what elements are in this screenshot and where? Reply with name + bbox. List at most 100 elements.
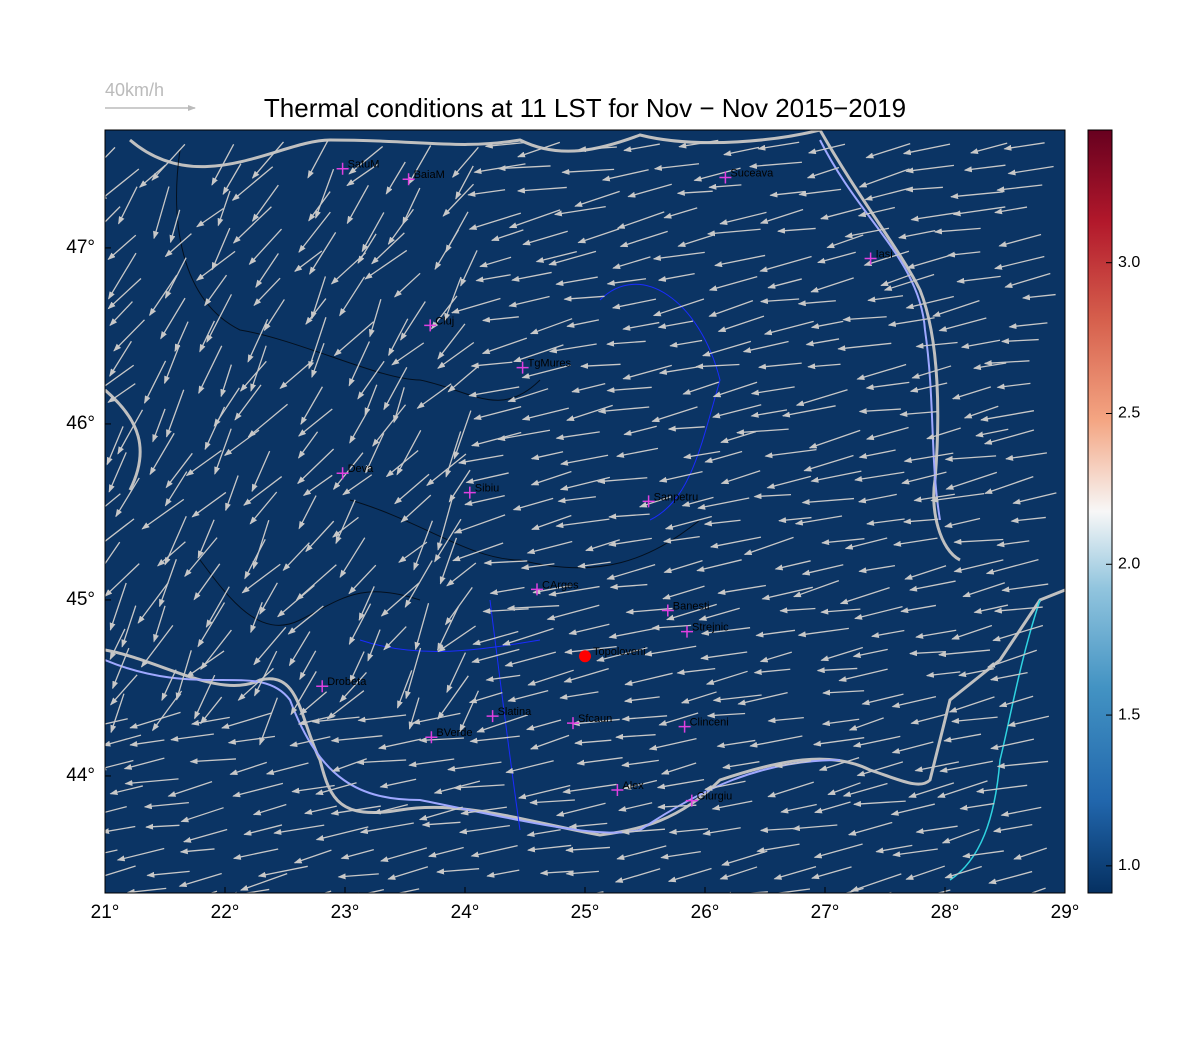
wind-arrow bbox=[761, 586, 813, 601]
wind-arrow bbox=[774, 560, 811, 571]
wind-arrow bbox=[821, 718, 860, 727]
wind-arrow bbox=[282, 542, 310, 572]
wind-arrow bbox=[870, 629, 905, 639]
wind-arrow bbox=[453, 514, 506, 534]
station-marker bbox=[567, 717, 579, 730]
wind-arrow bbox=[983, 360, 1030, 367]
wind-arrow bbox=[123, 757, 165, 770]
wind-arrow bbox=[667, 867, 712, 883]
wind-arrow bbox=[708, 275, 758, 292]
wind-arrow bbox=[315, 826, 369, 841]
wind-arrow bbox=[706, 712, 746, 719]
wind-arrow bbox=[560, 454, 609, 466]
wind-arrow bbox=[357, 360, 385, 400]
wind-arrow bbox=[231, 166, 274, 201]
wind-arrow bbox=[115, 477, 140, 518]
wind-arrow bbox=[396, 429, 422, 476]
wind-arrow bbox=[616, 211, 665, 229]
wind-arrow bbox=[126, 887, 167, 893]
station-label: Cluj bbox=[435, 315, 454, 327]
map-features bbox=[105, 130, 1065, 893]
wind-arrow bbox=[182, 828, 228, 843]
river bbox=[359, 283, 721, 831]
wind-arrow bbox=[657, 803, 697, 810]
wind-arrow bbox=[990, 738, 1035, 750]
wind-arrow bbox=[109, 340, 132, 377]
wind-arrow bbox=[914, 761, 960, 773]
wind-arrow bbox=[766, 475, 812, 489]
wind-arrow bbox=[160, 297, 186, 340]
wind-arrow bbox=[709, 536, 762, 549]
wind-arrow bbox=[608, 627, 658, 639]
wind-arrow bbox=[697, 497, 750, 510]
station-label: Strejnic bbox=[692, 622, 729, 634]
wind-arrow bbox=[437, 341, 475, 369]
wind-arrow bbox=[118, 186, 138, 225]
wind-arrow bbox=[704, 450, 743, 463]
wind-arrow bbox=[1005, 452, 1048, 461]
wind-arrow bbox=[759, 298, 800, 305]
wind-arrow bbox=[950, 191, 1004, 200]
wind-arrow bbox=[437, 606, 460, 652]
wind-arrow bbox=[944, 865, 982, 879]
wind-arrow bbox=[308, 317, 327, 370]
wind-arrow bbox=[508, 295, 550, 308]
wind-arrow bbox=[750, 409, 788, 418]
wind-arrow bbox=[408, 758, 455, 768]
y-tick-label: 47° bbox=[66, 237, 95, 258]
wind-arrow bbox=[1000, 338, 1039, 345]
wind-arrow bbox=[555, 518, 610, 529]
wind-arrow bbox=[387, 208, 414, 245]
wind-arrow bbox=[900, 604, 937, 614]
wind-arrow bbox=[184, 537, 218, 578]
wind-arrow bbox=[185, 650, 225, 678]
station-marker bbox=[864, 252, 877, 265]
station-marker bbox=[661, 604, 674, 617]
wind-arrow bbox=[250, 602, 263, 634]
wind-arrow bbox=[146, 870, 190, 878]
wind-arrow bbox=[779, 607, 816, 614]
wind-arrow bbox=[105, 718, 128, 725]
station-marker bbox=[685, 794, 698, 807]
wind-arrow bbox=[529, 734, 570, 750]
wind-arrow bbox=[348, 564, 377, 595]
wind-arrow bbox=[468, 212, 522, 230]
wind-arrow bbox=[719, 866, 758, 880]
wind-arrow bbox=[614, 868, 661, 883]
wind-arrow bbox=[780, 803, 817, 814]
wind-arrow bbox=[295, 564, 337, 601]
wind-arrow bbox=[143, 360, 167, 404]
wind-arrow bbox=[330, 805, 381, 816]
wind-arrow bbox=[196, 207, 224, 228]
wind-arrow bbox=[450, 297, 501, 314]
wind-arrow bbox=[565, 846, 610, 853]
wind-arrow bbox=[677, 234, 714, 247]
wind-arrow bbox=[298, 431, 319, 459]
wind-arrow bbox=[564, 645, 617, 655]
wind-arrow bbox=[652, 251, 705, 261]
wind-arrow bbox=[577, 561, 611, 569]
border bbox=[105, 588, 1065, 837]
wind-arrow bbox=[577, 146, 617, 153]
wind-arrow bbox=[897, 229, 936, 240]
wind-arrow bbox=[497, 429, 551, 442]
wind-arrow bbox=[164, 471, 188, 507]
wind-arrow bbox=[211, 227, 231, 271]
wind-arrow bbox=[149, 432, 175, 476]
wind-arrow bbox=[902, 143, 951, 156]
wind-arrow bbox=[915, 341, 958, 349]
station-label: BaiaM bbox=[414, 169, 445, 181]
wind-arrow bbox=[905, 865, 945, 880]
wind-arrow bbox=[402, 187, 421, 226]
wind-arrow bbox=[437, 625, 476, 653]
wind-arrow bbox=[847, 821, 893, 836]
wind-arrow bbox=[153, 186, 170, 240]
wind-arrow bbox=[941, 828, 980, 844]
station-label: SatuM bbox=[348, 159, 380, 171]
colorbar-tick-label: 2.0 bbox=[1118, 555, 1140, 572]
wind-arrow bbox=[601, 169, 649, 182]
wind-arrow bbox=[891, 741, 934, 754]
wind-arrow bbox=[291, 784, 335, 794]
wind-arrow bbox=[1013, 847, 1047, 860]
wind-arrow bbox=[307, 140, 329, 179]
